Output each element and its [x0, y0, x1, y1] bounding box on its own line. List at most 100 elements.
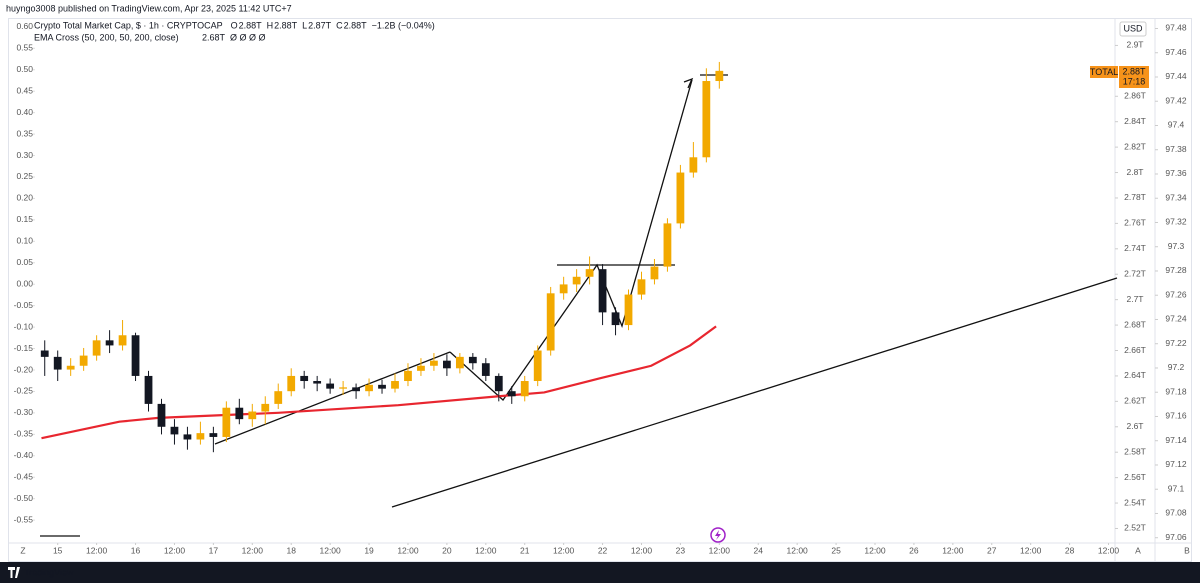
symbol-label-box [1090, 66, 1118, 78]
y3-tick-label: 97.26 [1165, 289, 1187, 299]
y3-tick-label: 97.06 [1165, 532, 1187, 542]
candle-body [481, 363, 490, 376]
y-tick-label: 2.62T [1124, 396, 1146, 406]
scale-button[interactable]: B [1184, 545, 1190, 555]
timezone-button[interactable]: Z [20, 545, 25, 555]
y3-tick-label: 97.3 [1168, 241, 1185, 251]
y3-tick-label: 97.24 [1165, 314, 1187, 324]
candle-body [715, 70, 724, 82]
candle-body [559, 284, 568, 294]
candle-body [105, 340, 114, 346]
y3-tick-label: 97.4 [1168, 120, 1185, 130]
price-label: 2.88T [1122, 66, 1146, 76]
candle-body [339, 387, 347, 389]
y2-tick-label: 0.00 [16, 278, 33, 288]
y2-tick-label: 0.25 [16, 171, 33, 181]
candle-body [663, 223, 672, 267]
y-tick-label: 2.84T [1124, 116, 1146, 126]
x-tick-label: 12:00 [942, 545, 964, 555]
candle-body [196, 433, 205, 440]
candle-body [650, 266, 659, 280]
x-tick-label: 27 [987, 545, 997, 555]
candle-body [40, 350, 49, 357]
candle-body [455, 356, 464, 369]
y-tick-label: 2.78T [1124, 192, 1146, 202]
candle-body [79, 355, 88, 366]
y3-tick-label: 97.18 [1165, 386, 1187, 396]
x-tick-label: 12:00 [164, 545, 186, 555]
x-tick-label: 12:00 [1020, 545, 1042, 555]
candle-body [170, 426, 179, 435]
candle-body [157, 403, 166, 427]
candle-body [676, 172, 685, 224]
x-tick-label: 21 [520, 545, 530, 555]
candle-body [118, 335, 127, 346]
y2-tick-label: 0.35 [16, 128, 33, 138]
candle-body [598, 269, 607, 313]
candle-body [468, 356, 477, 364]
y-tick-label: 2.86T [1124, 91, 1146, 101]
x-tick-label: 26 [909, 545, 919, 555]
x-tick-label: 23 [676, 545, 686, 555]
y2-tick-label: 0.15 [16, 214, 33, 224]
candle-body [326, 383, 335, 389]
candle-body [546, 293, 555, 351]
legend-change: −1.2B (−0.04%) [372, 20, 435, 30]
x-tick-label: 22 [598, 545, 608, 555]
y3-tick-label: 97.34 [1165, 192, 1187, 202]
y-tick-label: 2.74T [1124, 243, 1146, 253]
y-tick-label: 2.68T [1124, 319, 1146, 329]
y2-tick-label: -0.20 [14, 364, 34, 374]
auto-button[interactable]: A [1135, 545, 1141, 555]
y-tick-label: 2.82T [1124, 141, 1146, 151]
y3-tick-label: 97.08 [1165, 508, 1187, 518]
x-tick-label: 12:00 [1098, 545, 1120, 555]
legend-ohlc: O 2.88T H 2.88T L 2.87T C 2.88T [231, 20, 368, 30]
candle-body [274, 391, 283, 404]
y-tick-label: 2.64T [1124, 370, 1146, 380]
y2-tick-label: -0.50 [14, 493, 34, 503]
indicator-value: 2.68T [202, 32, 226, 42]
currency[interactable]: USD [1123, 23, 1143, 33]
y2-tick-label: 0.45 [16, 85, 33, 95]
y3-tick-label: 97.44 [1165, 71, 1187, 81]
x-tick-label: 24 [754, 545, 764, 555]
candle-body [637, 279, 646, 295]
candle-body [66, 365, 75, 370]
candle-body [533, 350, 542, 382]
y3-tick-label: 97.1 [1168, 483, 1185, 493]
legend-value: 2.88T [239, 20, 263, 30]
x-tick-label: 12:00 [787, 545, 809, 555]
candle-body [443, 360, 451, 369]
x-tick-label: 17 [209, 545, 219, 555]
y2-tick-label: -0.30 [14, 407, 34, 417]
x-tick-label: 12:00 [86, 545, 108, 555]
y2-tick-label: -0.40 [14, 450, 34, 460]
y3-tick-label: 97.28 [1165, 265, 1187, 275]
candle-body [248, 411, 257, 420]
candle-body [572, 276, 581, 285]
alert-icon[interactable] [710, 527, 726, 543]
y-tick-label: 2.56T [1124, 472, 1146, 482]
candle-body [494, 375, 503, 392]
y3-tick-label: 97.36 [1165, 168, 1187, 178]
legend-key: C [336, 20, 343, 30]
legend-key: H [267, 20, 274, 30]
currency-box[interactable] [1119, 21, 1147, 37]
y2-tick-label: 0.20 [16, 193, 33, 203]
y2-tick-label: 0.55 [16, 43, 33, 53]
y2-tick-label: -0.45 [14, 471, 34, 481]
y-tick-label: 2.8T [1126, 167, 1143, 177]
footer-bar [0, 562, 1200, 583]
brand-logo [8, 567, 20, 578]
candle-body [92, 340, 101, 356]
y-tick-label: 2.66T [1124, 345, 1146, 355]
candle-body [209, 433, 218, 437]
y3-tick-label: 97.16 [1165, 411, 1187, 421]
support-line [391, 277, 1118, 508]
x-tick-label: 12:00 [397, 545, 419, 555]
legend-key: L [302, 20, 307, 30]
candle-body [313, 381, 322, 384]
y2-tick-label: -0.15 [14, 343, 34, 353]
